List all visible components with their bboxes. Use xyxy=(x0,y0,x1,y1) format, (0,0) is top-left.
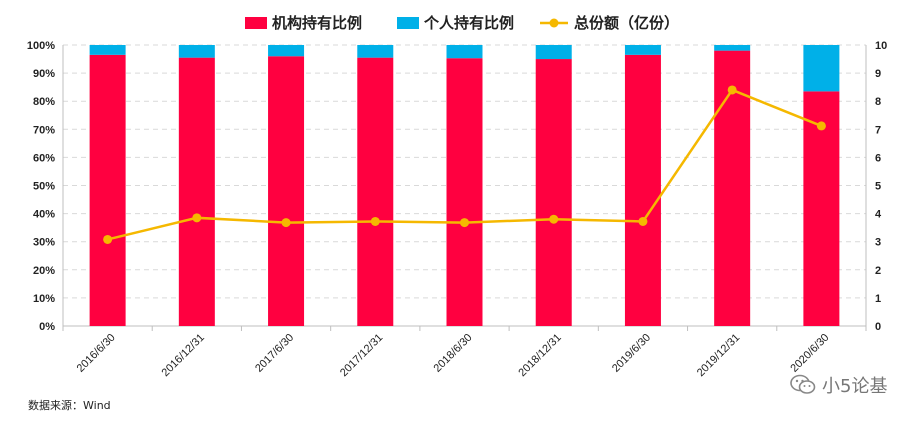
total-shares-point xyxy=(370,216,380,226)
y-right-tick-label: 4 xyxy=(875,209,882,221)
x-tick-label: 2018/6/30 xyxy=(432,332,475,375)
x-tick-label: 2017/12/31 xyxy=(338,332,385,379)
x-tick-label: 2020/6/30 xyxy=(788,332,831,375)
bar-individual xyxy=(89,45,126,55)
wechat-icon xyxy=(790,374,816,394)
bars xyxy=(89,45,840,327)
bar-institutional xyxy=(268,56,305,327)
y-left-tick-label: 80% xyxy=(33,96,55,108)
bar-individual xyxy=(178,45,215,58)
y-right-tick-label: 1 xyxy=(875,293,881,305)
legend-label: 总份额（亿份） xyxy=(574,14,679,32)
y-right-tick-label: 2 xyxy=(875,265,881,277)
watermark-text: 小5论基 xyxy=(822,376,888,397)
y-left-tick-label: 0% xyxy=(39,321,55,333)
bar-institutional xyxy=(803,91,840,327)
bar-individual xyxy=(446,45,483,59)
bar-institutional xyxy=(714,50,751,327)
bar-institutional xyxy=(357,57,394,327)
bar-individual xyxy=(803,45,840,92)
legend-label: 个人持有比例 xyxy=(423,14,514,32)
y-right-ticks: 0 1 2 3 4 5 6 7 8 9 10 xyxy=(875,40,887,333)
bar-institutional xyxy=(624,54,661,327)
y-left-tick-label: 20% xyxy=(33,265,55,277)
bar-individual xyxy=(535,45,572,60)
total-shares-point xyxy=(281,218,291,228)
y-right-tick-label: 6 xyxy=(875,152,881,164)
bar-individual xyxy=(357,45,394,58)
x-tick-label: 2017/6/30 xyxy=(253,332,296,375)
x-tick-label: 2016/12/31 xyxy=(160,332,207,379)
total-shares-point xyxy=(460,218,469,228)
x-tick-label: 2019/6/30 xyxy=(610,332,653,375)
y-left-tick-label: 70% xyxy=(33,124,55,136)
bar-individual xyxy=(714,45,751,51)
bar-institutional xyxy=(178,57,215,327)
y-right-tick-label: 8 xyxy=(875,96,881,108)
y-left-tick-label: 10% xyxy=(33,293,55,305)
x-tick-label: 2016/6/30 xyxy=(75,332,118,375)
total-shares-point xyxy=(816,121,826,131)
y-left-tick-label: 40% xyxy=(33,209,55,221)
bar-individual xyxy=(624,45,661,55)
total-shares-point xyxy=(727,85,737,95)
total-shares-point xyxy=(549,214,559,224)
y-right-tick-label: 3 xyxy=(875,237,881,249)
y-right-tick-label: 9 xyxy=(875,68,881,80)
y-right-tick-label: 10 xyxy=(875,40,887,52)
y-right-tick-label: 5 xyxy=(875,181,881,193)
y-left-tick-label: 100% xyxy=(27,40,55,52)
legend-label: 机构持有比例 xyxy=(272,14,362,32)
y-right-tick-label: 0 xyxy=(875,321,881,333)
x-tick-label: 2019/12/31 xyxy=(695,332,742,379)
bar-institutional xyxy=(89,54,126,327)
bar-individual xyxy=(268,45,305,57)
legend-swatch-marker xyxy=(549,18,559,28)
watermark: 小5论基 xyxy=(790,372,887,398)
y-left-ticks: 0% 10% 20% 30% 40% 50% 60% 70% 80% 90% 100% xyxy=(27,40,55,333)
total-shares-point xyxy=(192,213,202,223)
source-note: 数据来源：Wind xyxy=(28,399,111,412)
y-left-tick-label: 60% xyxy=(33,152,55,164)
y-left-tick-label: 30% xyxy=(33,237,55,249)
legend-swatch xyxy=(245,17,267,29)
total-shares-point xyxy=(103,234,113,244)
bar-institutional xyxy=(446,58,483,326)
bar-institutional xyxy=(535,59,572,327)
line-series xyxy=(103,85,826,244)
y-right-tick-label: 7 xyxy=(875,124,881,136)
x-tick-label: 2018/12/31 xyxy=(516,332,563,379)
y-left-tick-label: 90% xyxy=(33,68,55,80)
total-shares-point xyxy=(638,216,648,226)
legend-swatch xyxy=(397,17,419,29)
x-ticks: 2016/6/30 2016/12/31 2017/6/30 2017/12/31 20… xyxy=(75,332,832,379)
legend: 机构持有比例 个人持有比例 总份额（亿份） xyxy=(245,14,679,32)
y-left-tick-label: 50% xyxy=(33,181,55,193)
